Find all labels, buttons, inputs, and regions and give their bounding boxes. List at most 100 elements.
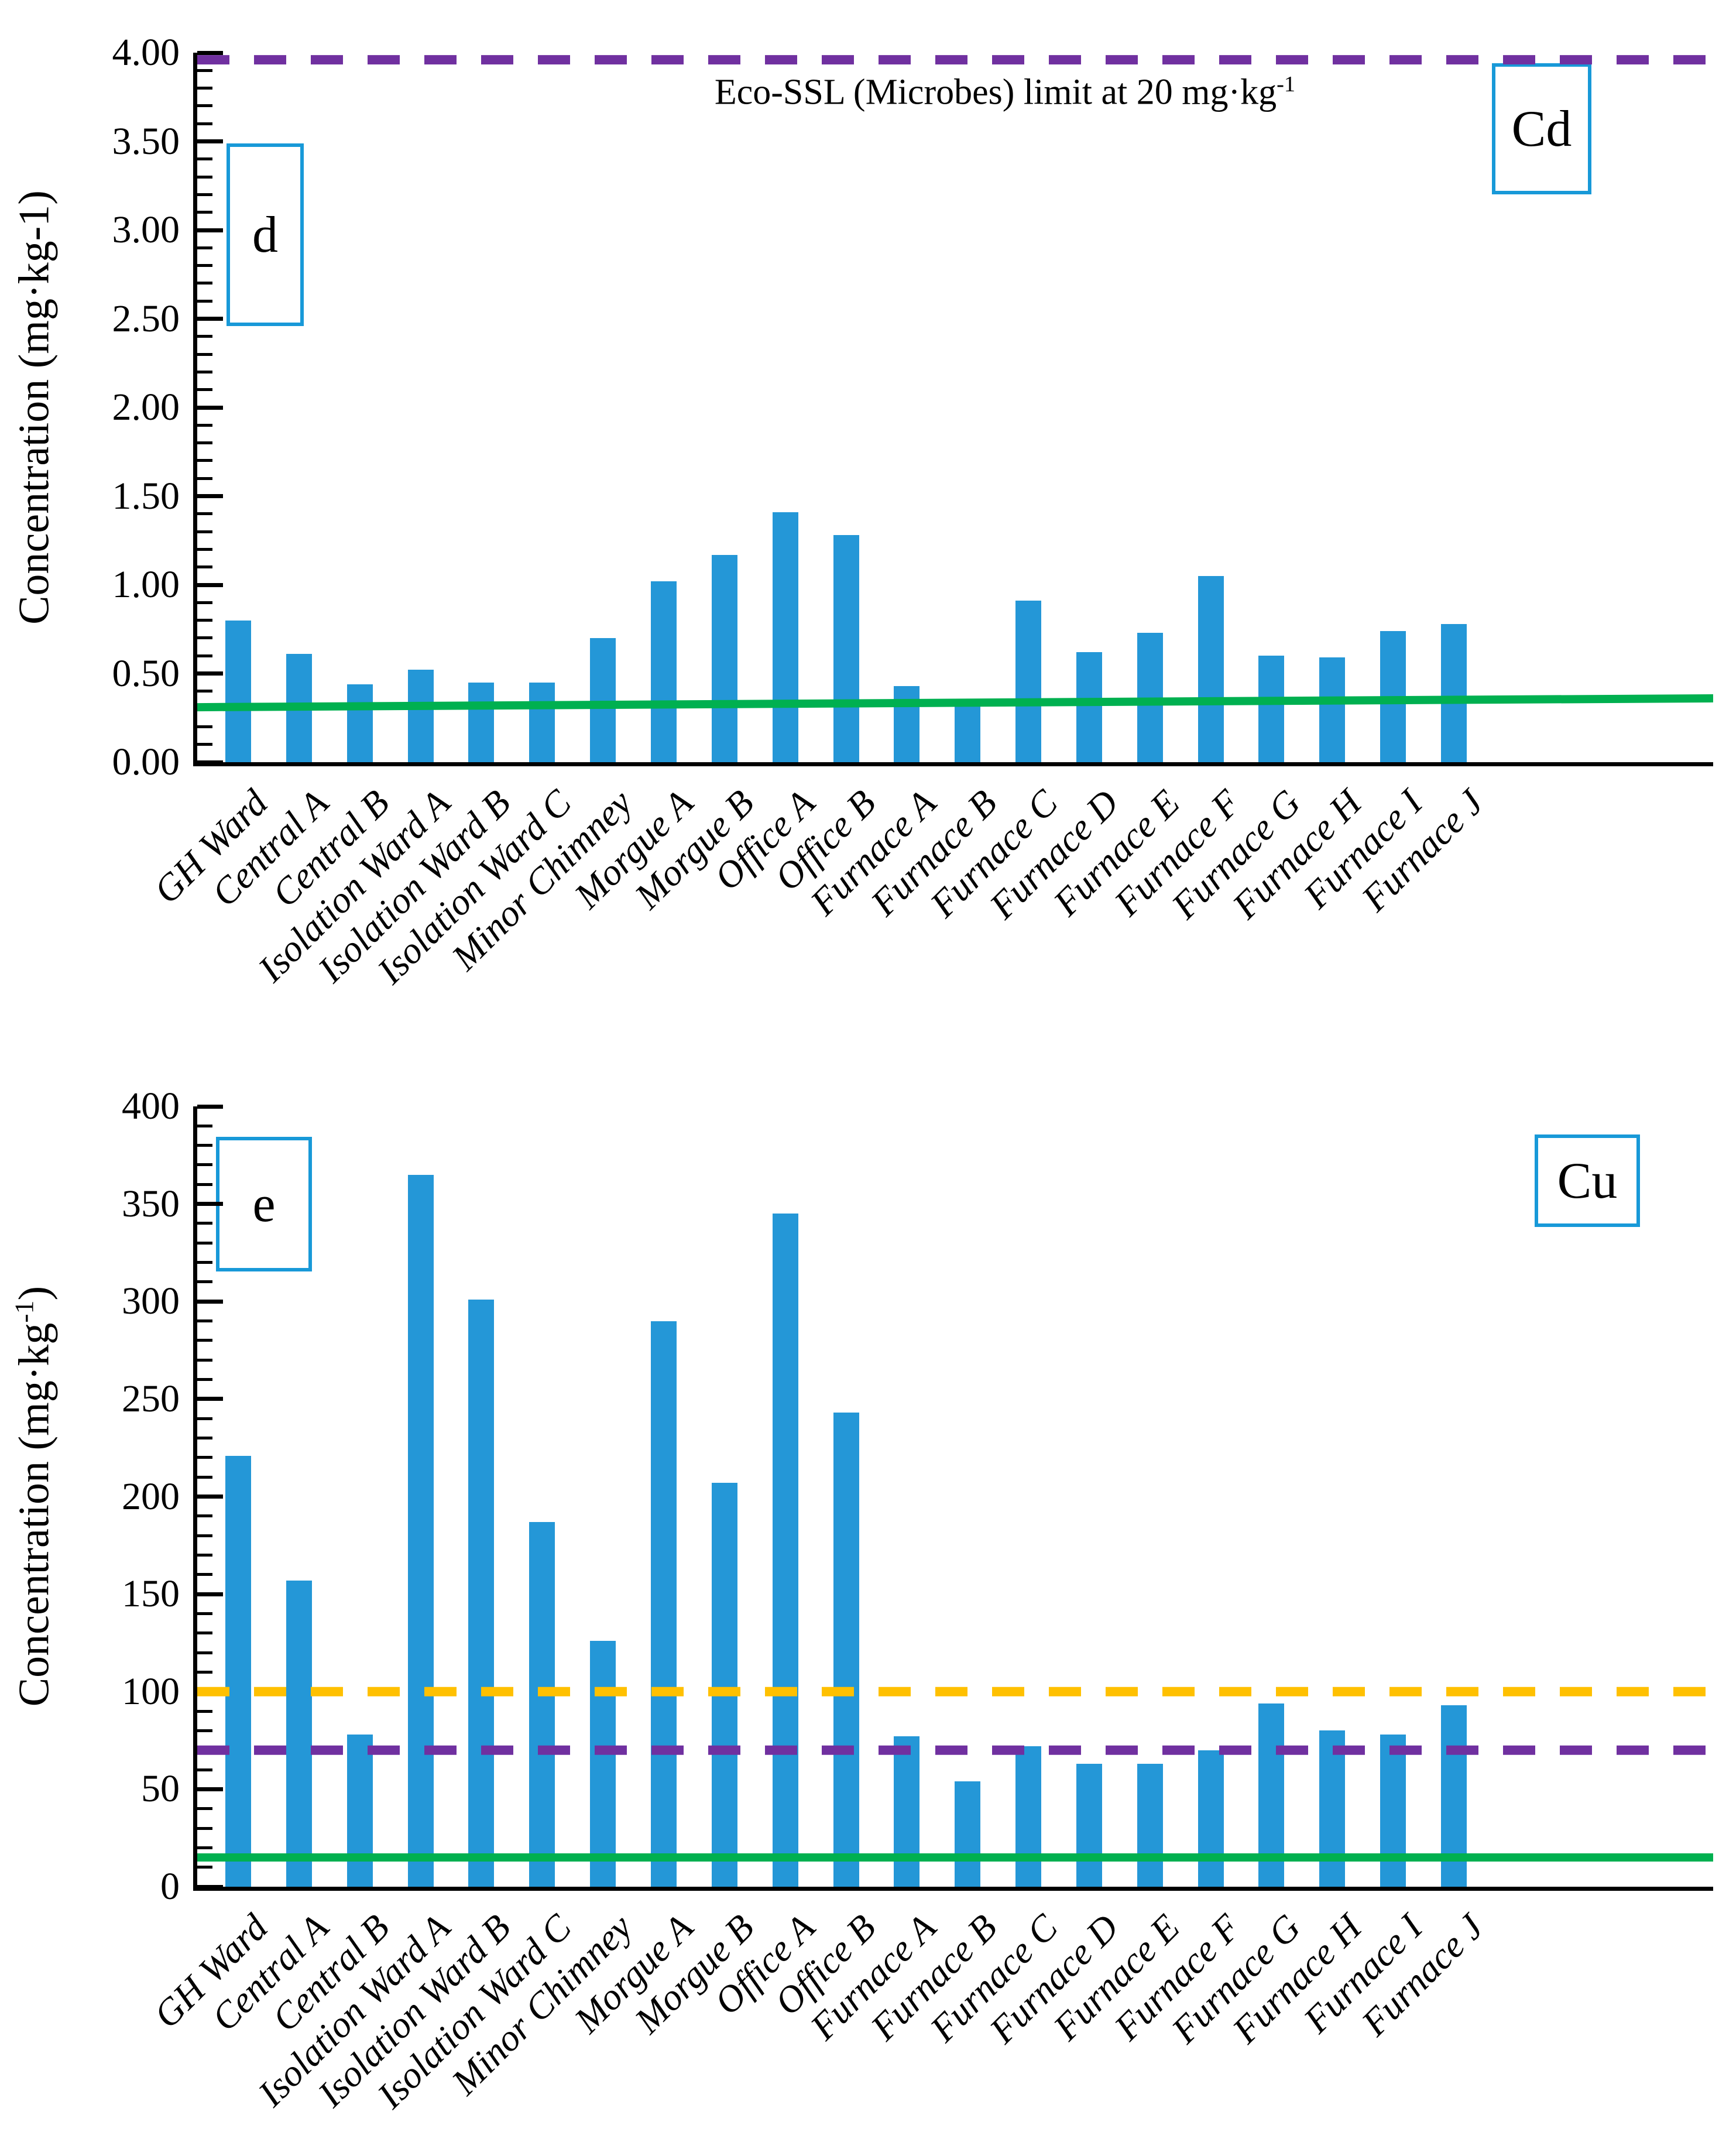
y-axis-minor-tick	[197, 441, 212, 445]
y-axis-major-tick	[197, 1884, 223, 1889]
bar-minor-chimney	[590, 1641, 616, 1887]
y-axis-minor-tick	[197, 1378, 212, 1382]
y-axis-minor-tick	[197, 1866, 212, 1869]
y-axis-minor-tick	[197, 264, 212, 268]
y-axis-minor-tick	[197, 1241, 212, 1245]
bar-isolation-ward-a	[407, 670, 434, 762]
bar-furnace-a	[894, 1736, 920, 1887]
y-axis-minor-tick	[197, 1846, 212, 1849]
y-axis-major-tick	[197, 139, 223, 143]
y-axis-tick-label: 400	[122, 1085, 180, 1127]
y-axis-tick-label: 100	[122, 1670, 180, 1713]
y-axis-minor-tick	[197, 1631, 212, 1635]
bar-furnace-b	[955, 1781, 981, 1887]
y-axis-minor-tick	[197, 335, 212, 338]
bar-morgue-b	[711, 554, 737, 762]
y-axis-minor-tick	[197, 388, 212, 392]
y-axis-minor-tick	[197, 1475, 212, 1479]
y-axis-minor-tick	[197, 352, 212, 356]
y-axis-title-close: )	[10, 1286, 59, 1301]
y-axis-minor-tick	[197, 1534, 212, 1537]
y-axis-minor-tick	[197, 725, 212, 728]
element-label: Cu	[1557, 1152, 1618, 1209]
y-axis-tick-label: 1.50	[112, 474, 180, 517]
y-axis-title: Concentration (mg·kg-1)	[9, 1286, 60, 1706]
bar-furnace-c	[1015, 601, 1042, 762]
bar-central-a	[286, 1580, 312, 1887]
y-axis-tick-label: 250	[122, 1377, 180, 1420]
y-axis-minor-tick	[197, 477, 212, 480]
y-axis-minor-tick	[197, 1144, 212, 1147]
bar-furnace-f	[1198, 575, 1224, 762]
y-axis-minor-tick	[197, 175, 212, 179]
y-axis-minor-tick	[197, 1261, 212, 1264]
y-axis-minor-tick	[197, 1768, 212, 1771]
bar-isolation-ward-a	[407, 1174, 434, 1887]
eco-ssl-annotation-superscript: -1	[1277, 72, 1296, 97]
y-axis-major-tick	[197, 1202, 223, 1206]
y-axis-major-tick	[197, 671, 223, 676]
y-axis-tick-label: 0.50	[112, 652, 180, 695]
element-label-box: Cu	[1535, 1134, 1640, 1227]
panel-label: e	[252, 1175, 276, 1233]
y-axis-minor-tick	[197, 1163, 212, 1167]
y-axis-tick-label: 2.50	[112, 297, 180, 340]
y-axis-minor-tick	[197, 1222, 212, 1225]
y-axis-minor-tick	[197, 459, 212, 462]
y-axis-major-tick	[197, 50, 223, 55]
y-axis-minor-tick	[197, 1709, 212, 1713]
plot-area: Eco-SSL (Microbes) limit at 20 mg·kg-1 d…	[112, 31, 1713, 992]
y-axis-title: Concentration (mg·kg-1)	[9, 190, 60, 625]
bar-furnace-e	[1137, 1764, 1163, 1887]
y-axis-major-tick	[197, 1592, 223, 1596]
y-axis-title-text: Concentration (mg·kg-1)	[10, 190, 59, 625]
y-axis-major-tick	[197, 1397, 223, 1401]
bar-furnace-f	[1198, 1750, 1224, 1887]
x-axis-labels	[197, 53, 1713, 762]
bar-morgue-a	[650, 581, 677, 762]
y-axis-major-tick	[197, 228, 223, 232]
bar-furnace-c	[1015, 1746, 1042, 1887]
y-axis-minor-tick	[197, 1553, 212, 1557]
y-axis-tick-label: 50	[141, 1767, 180, 1811]
y-axis-minor-tick	[197, 1826, 212, 1830]
element-label: Cd	[1511, 100, 1572, 157]
y-axis-tick-label: 300	[122, 1280, 180, 1323]
y-axis-minor-tick	[197, 193, 212, 196]
y-axis-minor-tick	[197, 530, 212, 533]
y-axis-minor-tick	[197, 654, 212, 657]
y-axis-minor-tick	[197, 299, 212, 303]
y-axis-major-tick	[197, 1495, 223, 1499]
y-axis-minor-tick	[197, 282, 212, 285]
bar-gh-ward	[225, 1455, 251, 1887]
y-axis-minor-tick	[197, 1514, 212, 1518]
y-axis-tick-label: 0.00	[112, 741, 180, 783]
y-axis-tick-label: 350	[122, 1182, 180, 1225]
y-axis-minor-tick	[197, 1182, 212, 1186]
y-axis-minor-tick	[197, 68, 212, 72]
y-axis-minor-tick	[197, 690, 212, 693]
bar-furnace-b	[955, 704, 981, 762]
y-axis-tick-label: 1.00	[112, 563, 180, 606]
plot-area: e Cu 0 50 100 150 200 250 300 350 400 GH Ward Cent…	[122, 1085, 1713, 2116]
bar-office-a	[772, 1214, 798, 1887]
bar-office-b	[833, 1413, 859, 1887]
bar-morgue-a	[650, 1321, 677, 1887]
y-axis-minor-tick	[197, 512, 212, 516]
y-axis-minor-tick	[197, 1729, 212, 1732]
eco-ssl-annotation: Eco-SSL (Microbes) limit at 20 mg·kg-1	[715, 71, 1295, 114]
y-axis-minor-tick	[197, 1651, 212, 1654]
y-axis-minor-tick	[197, 423, 212, 427]
y-axis-minor-tick	[197, 1612, 212, 1615]
y-axis-minor-tick	[197, 370, 212, 373]
bar-office-a	[772, 512, 798, 762]
panel-label-box: e	[216, 1137, 312, 1271]
y-axis-tick-label: 200	[122, 1475, 180, 1518]
y-axis-minor-tick	[197, 1807, 212, 1811]
y-axis-minor-tick	[197, 565, 212, 569]
y-axis-tick-label: 3.50	[112, 119, 180, 163]
chart-panel-cd: Concentration (mg·kg-1) Eco-SSL (Microbe…	[0, 0, 1719, 1054]
bar-gh-ward	[225, 620, 251, 762]
y-axis-minor-tick	[197, 636, 212, 640]
y-axis-tick-label: 3.00	[112, 208, 180, 251]
